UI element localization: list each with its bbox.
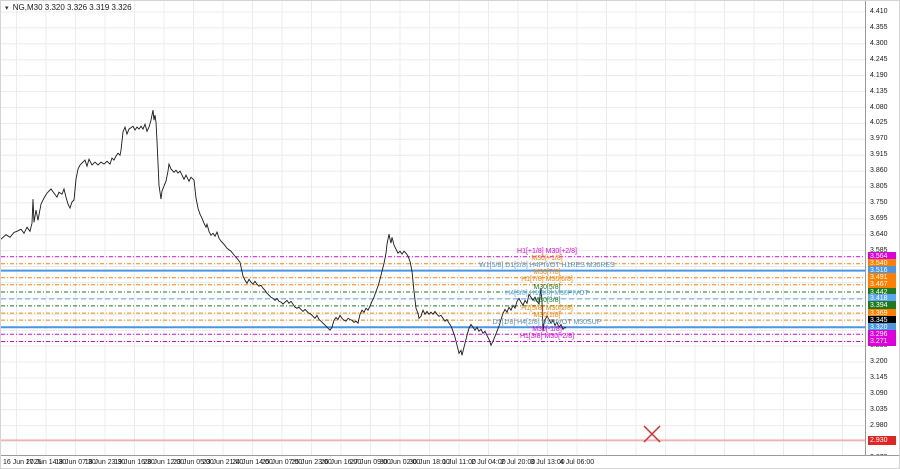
level-label: H4[3/8] H1[6/8] M30PIVOT bbox=[505, 290, 589, 298]
price-tick: 4.245 bbox=[870, 55, 888, 63]
time-label: 27 Jun 09:00 bbox=[350, 459, 391, 466]
time-axis[interactable]: 16 Jun 2025 17 Jun 14:30 18 Jun 07:30 18 Ju… bbox=[1, 455, 899, 468]
price-tick: 4.025 bbox=[870, 119, 888, 127]
time-label: 2 Jul 04:00 bbox=[471, 459, 506, 466]
price-tick: 3.145 bbox=[870, 373, 888, 381]
price-chart-svg bbox=[1, 1, 865, 455]
level-label: M30[+1/8] bbox=[531, 255, 563, 263]
time-label: 23 Jun 21:00 bbox=[202, 459, 244, 466]
price-tick: 4.355 bbox=[870, 23, 888, 31]
time-label: 25 Jun 07:00 bbox=[261, 459, 303, 466]
level-label: M30[-1/8] bbox=[532, 325, 562, 333]
price-level-badge: 3.418 bbox=[868, 294, 896, 304]
level-label: H1[7/8] M30[6/8] bbox=[521, 276, 573, 284]
price-level-badge: 3.442 bbox=[868, 287, 896, 297]
price-level-badge: 3.271 bbox=[868, 337, 896, 346]
chart-title: ▾ NG,M30 3.320 3.326 3.319 3.326 bbox=[5, 3, 132, 12]
time-label: 3 Jul 13:00 bbox=[530, 459, 565, 466]
time-label: 20 Jun 12:00 bbox=[143, 459, 185, 466]
price-tick: 3.585 bbox=[870, 246, 888, 254]
chart-plot-area[interactable]: H1[+1/8] M30[+2/8] M30[+1/8] W1[5/8] D1[2/… bbox=[1, 1, 865, 455]
price-level-badge: 3.345 bbox=[868, 315, 896, 325]
price-tick: 3.750 bbox=[870, 198, 888, 206]
price-tick: 3.915 bbox=[870, 151, 888, 159]
price-tick: 3.695 bbox=[870, 214, 888, 222]
time-label: 18 Jun 23:30 bbox=[84, 459, 126, 466]
price-level-badge: 3.320 bbox=[868, 322, 896, 332]
time-label: 1 Jul 11:00 bbox=[442, 459, 476, 466]
time-label: 16 Jun 2025 bbox=[3, 459, 42, 466]
time-label: 24 Jun 14:00 bbox=[232, 459, 273, 466]
chart-ohlc-values: 3.320 3.326 3.319 3.326 bbox=[44, 3, 132, 12]
level-label: M30[3/8] bbox=[533, 297, 561, 305]
level-label: M30[7/8] bbox=[533, 269, 561, 277]
price-level-badge: 3.394 bbox=[868, 301, 896, 311]
price-level-badge: 3.516 bbox=[868, 266, 896, 276]
level-label: D1[1/8] H4[2/8] H1PIVOT M30SUP bbox=[492, 318, 602, 326]
time-label: 18 Jun 07:30 bbox=[55, 459, 96, 466]
level-label: M30[1/8] bbox=[533, 311, 561, 319]
price-tick: 3.640 bbox=[870, 230, 888, 238]
time-label: 30 Jun 02:00 bbox=[379, 459, 421, 466]
level-label: H1[3/8] M30[-2/8] bbox=[519, 333, 575, 340]
level-label: H1[5/8] M30[2/8] bbox=[521, 304, 573, 312]
time-label: 2 Jul 20:00 bbox=[500, 459, 536, 466]
price-level-badge: 3.491 bbox=[868, 273, 896, 283]
price-level-badge: 3.369 bbox=[868, 308, 896, 318]
time-label: 26 Jun 16:00 bbox=[320, 459, 362, 466]
level-label: M30[5/8] bbox=[533, 283, 561, 291]
chart-symbol-timeframe: NG,M30 bbox=[12, 3, 43, 12]
price-level-badge: 3.564 bbox=[868, 252, 896, 262]
time-label: 30 Jun 18:00 bbox=[409, 459, 450, 466]
price-tick: 3.805 bbox=[870, 183, 888, 190]
sell-cross-marker bbox=[643, 425, 661, 443]
price-level-badge: 3.540 bbox=[868, 259, 896, 269]
time-label: 17 Jun 14:30 bbox=[25, 459, 67, 466]
level-label: H1[+1/8] M30[+2/8] bbox=[517, 248, 577, 256]
level-label: W1[5/8] D1[2/8] H4PIVOT H1RES M30RES bbox=[479, 262, 615, 270]
time-label: 19 Jun 16:30 bbox=[114, 459, 155, 466]
price-tick: 3.090 bbox=[870, 389, 888, 397]
price-tick: 3.035 bbox=[870, 405, 888, 413]
price-axis[interactable]: 4.410 4.355 4.300 4.245 4.190 4.135 4.080 4.025… bbox=[865, 1, 899, 461]
price-level-badge: 3.296 bbox=[868, 329, 896, 339]
price-series bbox=[1, 110, 567, 356]
price-tick: 4.410 bbox=[870, 8, 888, 15]
price-level-badge: 3.467 bbox=[868, 280, 896, 290]
price-tick: 4.135 bbox=[870, 87, 888, 95]
time-label: 23 Jun 05:00 bbox=[173, 459, 214, 466]
price-tick: 4.080 bbox=[870, 103, 888, 111]
time-label: 25 Jun 23:00 bbox=[291, 459, 332, 466]
price-tick: 4.190 bbox=[870, 71, 888, 79]
time-label: 4 Jul 06:00 bbox=[559, 459, 595, 466]
price-level-badge: 2.930 bbox=[868, 435, 896, 445]
price-tick: 2.980 bbox=[870, 421, 888, 429]
price-tick: 3.200 bbox=[870, 358, 888, 365]
price-tick: 3.970 bbox=[870, 135, 888, 143]
price-tick: 4.300 bbox=[870, 39, 888, 47]
price-tick: 3.860 bbox=[870, 167, 888, 175]
symbol-dropdown-icon[interactable]: ▾ bbox=[5, 5, 9, 12]
